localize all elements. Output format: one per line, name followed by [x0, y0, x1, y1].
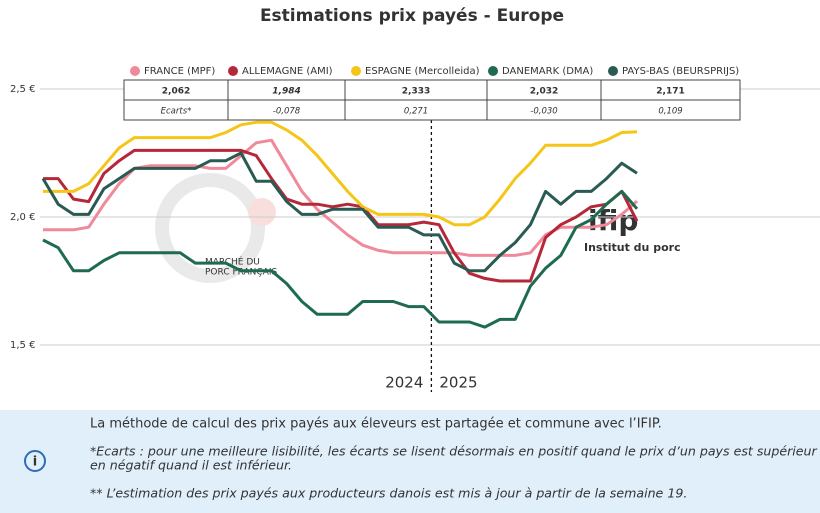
legend-marker: [608, 66, 618, 76]
table-cell: 0,109: [658, 107, 682, 117]
watermark-logo: [155, 173, 276, 283]
series-line: [41, 151, 638, 273]
note: La méthode de calcul des prix payés aux …: [90, 417, 662, 432]
legend-label: DANEMARK (DMA): [502, 66, 593, 77]
chart-title: Estimations prix payés - Europe: [260, 6, 564, 26]
table-cell: 2,333: [402, 87, 430, 97]
series-line: [42, 189, 639, 329]
info-icon: [24, 450, 46, 472]
table-cell: 2,062: [162, 87, 190, 97]
y-tick-label: 1,5 €: [10, 340, 35, 351]
legend-label: PAYS-BAS (BEURSPRIJS): [622, 66, 739, 77]
info-icon: i: [33, 455, 37, 470]
series-line: [43, 148, 639, 283]
table-cell: Ecarts*: [161, 107, 192, 117]
note: ** L’estimation des prix payés aux produ…: [90, 486, 687, 501]
series-line: [43, 120, 638, 227]
legend-marker: [228, 66, 238, 76]
watermark-text: Institut du porc: [584, 241, 681, 254]
y-tick-label: 2,0 €: [10, 212, 35, 223]
note: en négatif quand il est inférieur.: [90, 458, 292, 473]
legend-marker: [130, 66, 140, 76]
table-cell: 1,984: [272, 87, 300, 97]
table-cell: 2,032: [530, 87, 558, 97]
series-line: [43, 138, 638, 257]
year-label: 2024: [385, 374, 423, 392]
legend-label: ALLEMAGNE (AMI): [242, 66, 333, 77]
info-box: [0, 410, 820, 513]
table-cell: -0,078: [273, 107, 301, 117]
table-cell: 2,171: [656, 87, 684, 97]
table-cell: 0,271: [404, 107, 428, 117]
legend-marker: [351, 66, 361, 76]
table-cell: -0,030: [530, 107, 557, 117]
year-label: 2025: [439, 374, 477, 392]
legend-marker: [488, 66, 498, 76]
legend-label: FRANCE (MPF): [144, 66, 215, 77]
note: *Ecarts : pour une meilleure lisibilité,…: [90, 444, 820, 459]
y-tick-label: 2,5 €: [10, 84, 35, 95]
legend-label: ESPAGNE (Mercolleida): [365, 66, 480, 77]
watermark-text: PORC FRANÇAIS: [205, 268, 278, 278]
